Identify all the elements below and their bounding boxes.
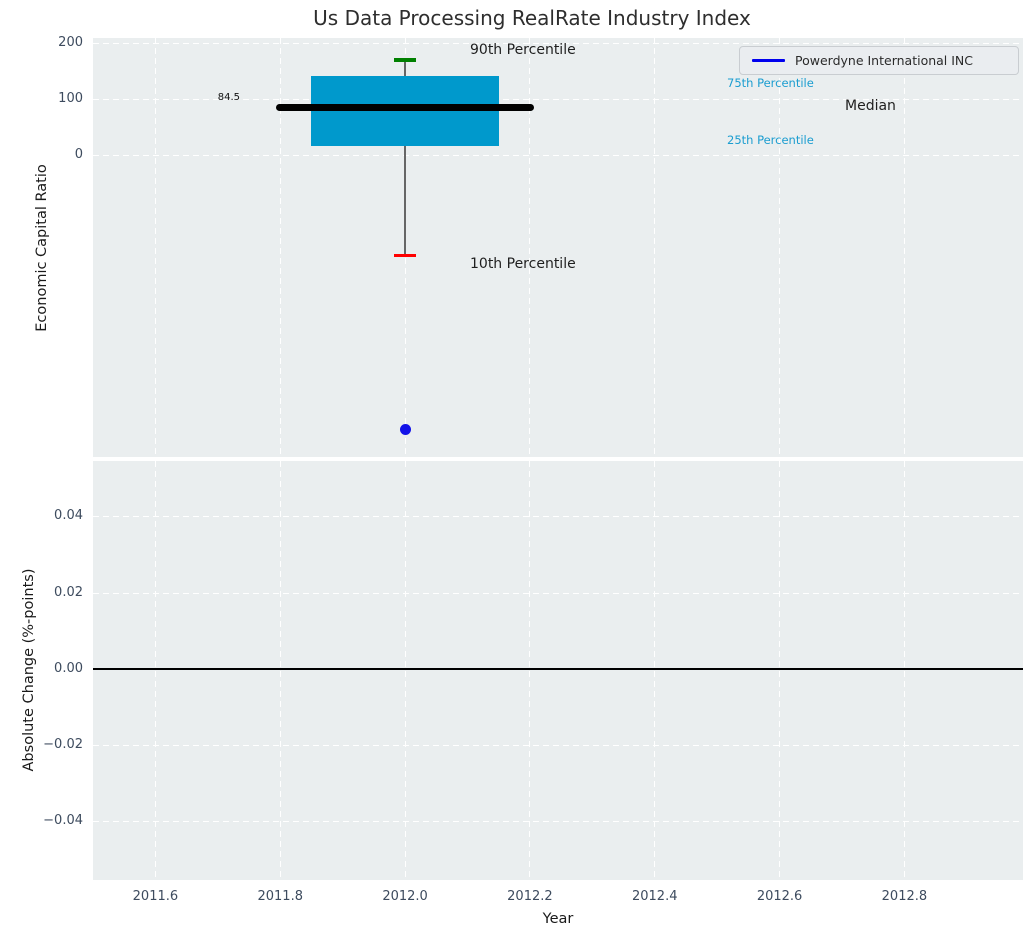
x-gridline — [903, 461, 905, 880]
annotation-10th-percentile: 10th Percentile — [470, 256, 576, 272]
x-tick-label: 2012.8 — [881, 889, 928, 904]
y-gridline — [93, 154, 1023, 156]
y-tick-label: 0.02 — [54, 584, 83, 600]
y-gridline — [93, 42, 1023, 44]
x-gridline — [529, 461, 531, 880]
x-gridline — [279, 38, 281, 457]
y-tick-label: 0.04 — [54, 508, 83, 524]
x-tick-label: 2011.6 — [132, 889, 179, 904]
x-gridline — [779, 461, 781, 880]
x-gridline — [903, 38, 905, 457]
zero-line — [93, 668, 1023, 671]
y-tick-label: 100 — [58, 90, 83, 106]
p10-cap — [393, 253, 417, 258]
company-point — [399, 424, 411, 436]
y-tick-label: 0 — [74, 146, 83, 162]
legend: Powerdyne International INC — [739, 46, 1019, 75]
x-tick-label: 2012.0 — [382, 889, 428, 904]
p90-cap — [393, 58, 417, 62]
y-gridline — [93, 821, 1023, 823]
annotation-median-value: 84.5 — [217, 92, 240, 103]
x-gridline — [654, 38, 656, 457]
annotation-25th-percentile: 25th Percentile — [727, 133, 814, 147]
x-tick-label: 2012.4 — [631, 889, 678, 904]
whisker-line — [404, 59, 406, 256]
y-gridline — [93, 98, 1023, 100]
legend-label: Powerdyne International INC — [795, 53, 974, 68]
x-gridline — [404, 461, 406, 880]
y-tick-label: −0.02 — [43, 737, 83, 753]
x-gridline — [654, 461, 656, 880]
x-gridline — [279, 461, 281, 880]
y-tick-label: −0.04 — [43, 813, 83, 829]
y-tick-label: 0.00 — [54, 660, 83, 676]
x-gridline — [779, 38, 781, 457]
x-axis-label: Year — [542, 911, 574, 927]
x-gridline — [154, 461, 156, 880]
annotation-median: Median — [845, 98, 896, 114]
annotation-75th-percentile: 75th Percentile — [727, 76, 814, 90]
x-gridline — [154, 38, 156, 457]
x-tick-label: 2012.2 — [507, 889, 553, 904]
y-axis-label-top: Economic Capital Ratio — [34, 164, 50, 332]
x-gridline — [529, 38, 531, 457]
x-tick-label: 2011.8 — [257, 889, 303, 904]
median-line — [276, 104, 534, 112]
bottom-plot-area — [93, 461, 1023, 880]
y-axis-label-bottom: Absolute Change (%-points) — [21, 568, 37, 772]
y-tick-label: 200 — [58, 34, 83, 50]
chart-title: Us Data Processing RealRate Industry Ind… — [313, 6, 751, 30]
x-tick-label: 2012.6 — [756, 889, 803, 904]
legend-line-swatch — [752, 59, 785, 62]
y-gridline — [93, 745, 1023, 747]
annotation-90th-percentile: 90th Percentile — [470, 42, 576, 58]
top-plot-area — [93, 38, 1023, 457]
y-gridline — [93, 516, 1023, 518]
y-gridline — [93, 592, 1023, 594]
